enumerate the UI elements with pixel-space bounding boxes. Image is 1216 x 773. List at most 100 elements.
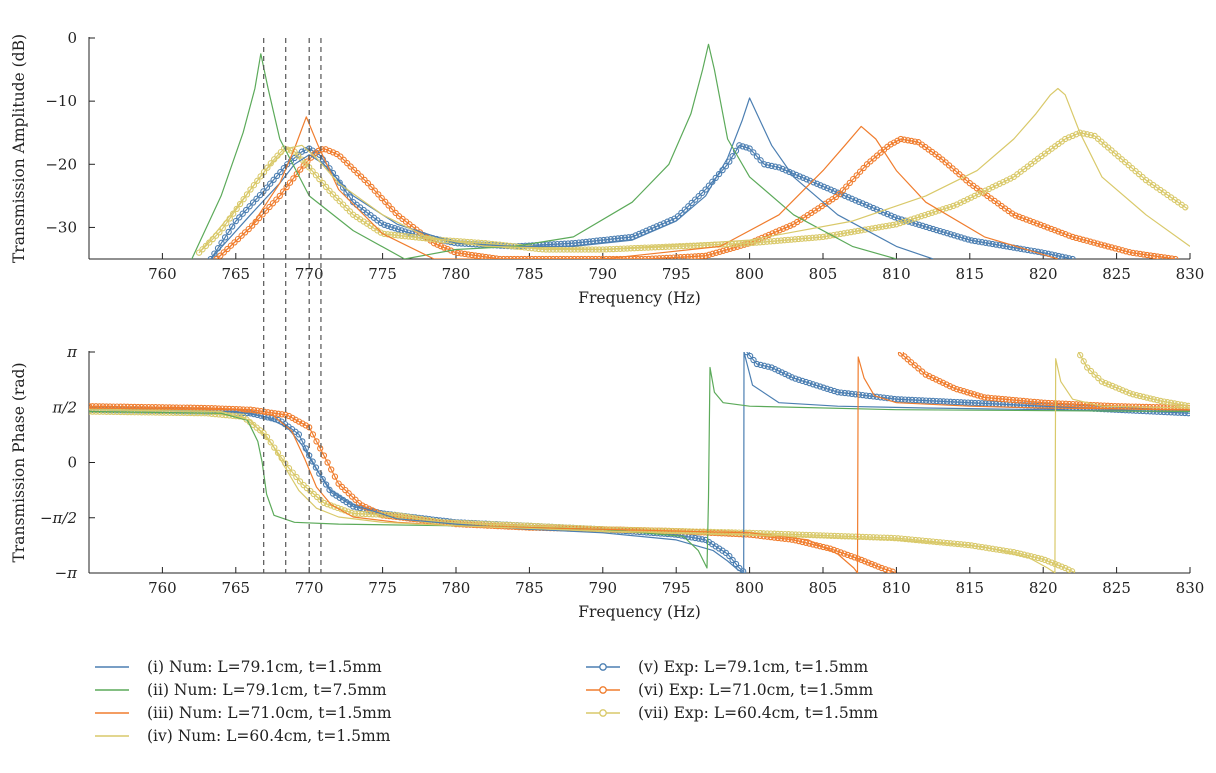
amplitude-series-vi-marker <box>213 255 220 259</box>
amplitude-series-vii-marker <box>760 238 767 246</box>
phase-series-vi-marker <box>974 392 981 399</box>
amplitude-series-vi-marker <box>853 172 860 179</box>
amplitude-series-vi-marker <box>249 222 256 229</box>
amplitude-series-vi-marker <box>454 249 461 257</box>
amplitude-series-vii-marker <box>964 196 971 203</box>
amplitude-series-v-marker <box>750 149 757 156</box>
phase-series-vi-marker <box>1059 400 1066 407</box>
amplitude-series-v-marker <box>831 188 838 195</box>
phase-series-v-marker <box>732 560 740 568</box>
amplitude-series-vi-marker <box>666 254 674 259</box>
phase-series-vi-marker <box>865 559 872 566</box>
amplitude-series-v-marker <box>950 232 958 239</box>
amplitude-series-vi-marker <box>482 253 490 259</box>
amplitude-series-vii-marker <box>339 201 347 208</box>
amplitude-series-vi-marker <box>695 253 702 259</box>
amplitude-series-vii-marker <box>254 177 261 184</box>
phase-series-vi-marker <box>292 416 299 423</box>
phase-series-i-num <box>89 352 1190 573</box>
phase-series-vii-marker <box>887 534 895 542</box>
phase-series-ii-num <box>89 366 1190 569</box>
amplitude-series-v-marker <box>968 237 975 244</box>
amplitude-series-v-marker <box>866 203 873 210</box>
phase-series-vii-marker <box>863 533 870 541</box>
amplitude-series-v-marker <box>887 212 895 219</box>
amplitude-series-vi-marker <box>716 248 723 255</box>
amplitude-series-vii-marker <box>837 230 844 238</box>
phase-series-v-marker <box>764 363 772 370</box>
phase-series-vii-marker <box>912 536 919 544</box>
amplitude-series-vi-marker <box>786 222 794 229</box>
phase-x-tick-label: 820 <box>1029 579 1058 597</box>
legend: (i) Num: L=79.1cm, t=1.5mm (ii) Num: L=79… <box>95 658 878 745</box>
amplitude-series-v-marker <box>1065 255 1073 259</box>
phase-series-vii-marker <box>799 531 806 538</box>
phase-series-v-marker <box>855 391 863 398</box>
phase-series-vii-marker <box>320 499 328 507</box>
amplitude-series-v-marker <box>405 229 412 236</box>
phase-series-v-marker <box>912 396 919 404</box>
phase-series-vi-marker <box>953 386 960 393</box>
amplitude-series-v-marker <box>388 223 395 231</box>
amplitude-series-v-marker <box>1062 254 1069 259</box>
amplitude-series-vii-marker <box>788 236 795 243</box>
phase-series-vii-marker <box>1174 400 1182 408</box>
amplitude-series-vi-marker <box>673 254 681 259</box>
phase-series-vi-marker <box>1045 399 1052 407</box>
phase-series-vi-marker <box>309 431 317 438</box>
phase-series-vi-marker <box>317 445 324 452</box>
amplitude-series-vi-marker <box>241 229 249 236</box>
amplitude-series-vi-marker <box>901 136 908 143</box>
phase-series-vi-marker <box>302 422 309 429</box>
amplitude-x-tick-label: 785 <box>515 265 544 283</box>
phase-series-vii-marker <box>418 516 426 523</box>
amplitude-series-vi-marker <box>1101 242 1108 249</box>
amplitude-series-vi-marker <box>1080 236 1087 243</box>
amplitude-series-vi-marker <box>709 250 716 257</box>
amplitude-series-vii-marker <box>336 198 343 205</box>
amplitude-series-vii-marker <box>774 237 781 244</box>
amplitude-series-vii-marker <box>312 172 320 179</box>
amplitude-series-v-marker <box>729 153 736 160</box>
phase-x-tick-label: 780 <box>442 579 471 597</box>
amplitude-series-vii-marker <box>267 160 274 167</box>
phase-series-v-marker <box>971 399 979 407</box>
phase-series-vii-marker <box>841 533 849 540</box>
phase-series-vii-marker <box>856 533 863 540</box>
phase-y-tick-label: −π <box>55 564 79 582</box>
amplitude-series-v-marker <box>813 180 821 187</box>
amplitude-series-vii-marker <box>914 214 921 221</box>
amplitude-y-tick-label: −30 <box>45 218 77 236</box>
amplitude-series-v-marker <box>817 182 824 189</box>
phase-series-v-marker <box>823 385 831 392</box>
phase-series-vii-marker <box>824 532 831 539</box>
phase-series-vii-marker <box>820 532 828 539</box>
amplitude-series-v-marker <box>940 229 947 236</box>
amplitude-x-tick-label: 820 <box>1029 265 1058 283</box>
amplitude-series-v-marker <box>824 185 831 192</box>
amplitude-series-vii-marker <box>1076 129 1084 136</box>
amplitude-series-v-marker <box>989 240 996 248</box>
phase-series-vii-line <box>89 352 1190 573</box>
amplitude-series-vi-marker <box>652 255 659 259</box>
amplitude-series-v-marker <box>786 168 793 176</box>
amplitude-series-v-marker <box>596 237 604 244</box>
amplitude-series-vi-marker <box>1062 231 1069 238</box>
phase-x-tick-label: 805 <box>809 579 838 597</box>
amplitude-series-v-marker <box>803 176 810 183</box>
phase-series-v-marker <box>322 481 330 488</box>
phase-series-v-marker <box>940 398 947 405</box>
amplitude-series-vii-marker <box>429 235 436 243</box>
phase-series-v-marker <box>799 377 806 385</box>
amplitude-series-vii-marker <box>809 234 816 241</box>
phase-y-tick-label: 0 <box>67 454 77 472</box>
amplitude-series-v-marker <box>346 194 354 201</box>
phase-series-vi-marker <box>1048 399 1056 407</box>
legend-label-iii: (iii) Num: L=71.0cm, t=1.5mm <box>147 704 392 722</box>
phase-series-vi-marker <box>1062 400 1070 407</box>
phase-series-vii-marker <box>905 536 912 543</box>
amplitude-series-vii-marker <box>889 221 897 229</box>
amplitude-series-vii-marker <box>236 200 244 208</box>
amplitude-series-v-marker <box>575 239 582 246</box>
